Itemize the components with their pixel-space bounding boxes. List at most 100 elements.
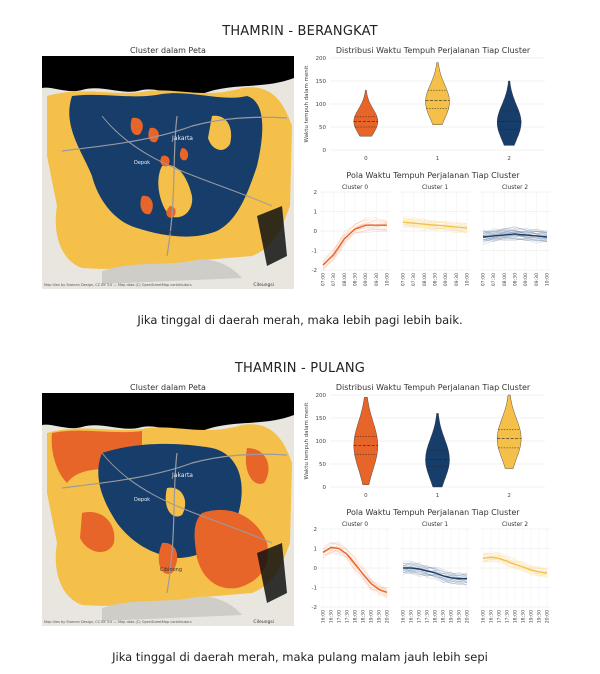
x-tick-label: 07:00 [321,273,327,286]
trace-line [402,225,468,232]
x-tick-label: 09:00 [363,273,369,286]
facet-title: Cluster 1 [422,522,448,528]
x-tick-label: 17:30 [345,610,351,623]
trace-line [402,571,468,585]
x-tick-label: 2 [507,493,511,499]
cluster-map[interactable]: Jakarta Depok Cibinong Cileungsi Map til… [42,393,294,626]
y-tick-label: 2 [314,527,318,533]
trace-line [482,230,548,236]
x-tick-label: 18:00 [513,610,519,623]
trace-line [482,234,548,239]
map-label-depok: Depok [134,497,150,503]
map-label-bogor: Cibinong [160,567,182,573]
map-region [208,115,232,150]
x-tick-label: 19:00 [369,610,375,623]
road [101,115,273,207]
facet-title: Cluster 2 [502,522,528,528]
pattern-title: Pola Waktu Tempuh Perjalanan Tiap Cluste… [346,508,520,517]
x-tick-label: 10:00 [545,273,551,286]
y-tick-label: 100 [316,102,327,108]
x-tick-label: 09:00 [443,273,449,286]
map-label-cileungsi: Cileungsi [253,619,274,625]
trace-line [402,217,468,226]
x-tick-label: 09:30 [534,273,540,286]
y-tick-label: -2 [312,268,317,274]
cluster-map[interactable]: Jakarta Depok Cibinong Cileungsi Map til… [42,56,294,289]
map-region [102,259,242,284]
trace-line [402,219,468,226]
x-tick-label: 17:00 [417,610,423,623]
x-tick-label: 07:30 [331,273,337,286]
y-axis-label: Waktu tempuh dalam menit [304,402,310,480]
trace-line [482,229,548,235]
trace-line [322,217,388,263]
road [61,116,288,152]
trace-line [402,570,468,587]
trace-line [482,226,548,233]
sea-area [42,56,294,97]
trace-line [322,226,388,269]
map-region [179,148,189,161]
map-region [257,206,287,266]
x-tick-label: 2 [507,156,511,162]
y-tick-label: 1 [314,547,318,553]
trace-line [482,560,548,577]
map-region [148,127,159,143]
y-tick-label: 0 [323,485,327,491]
trace-line [322,553,388,598]
x-tick-label: 18:30 [361,610,367,623]
x-tick-label: 08:30 [433,273,439,286]
road [166,452,178,594]
trace-line [482,554,548,572]
map-label-city: Jakarta [171,472,193,479]
trace-line [482,237,548,245]
trace-line [322,220,388,265]
x-tick-label: 0 [364,156,368,162]
trace-line [482,558,548,577]
map-region [80,512,115,553]
trace-line [482,553,548,572]
pattern-chart: Cluster 0 07:00 07:30 08:00 08:30 09:00 09:30 1… [312,185,551,286]
map-region [194,509,268,589]
trace-line [322,230,388,271]
x-tick-label: 19:30 [537,610,543,623]
trace-line [402,565,468,577]
x-tick-label: 10:00 [465,273,471,286]
x-tick-label: 08:00 [342,273,348,286]
trace-line [403,563,468,577]
map-label-cileungsi: Cileungsi [253,282,274,288]
x-tick-label: 08:30 [513,273,519,286]
y-axis-label: Waktu tempuh dalam menit [304,65,310,143]
violin-0 [353,90,378,137]
trace-line [402,221,468,230]
x-tick-label: 17:30 [425,610,431,623]
x-tick-label: 18:00 [433,610,439,623]
x-tick-label: 08:00 [422,273,428,286]
panel-title: THAMRIN - BERANGKAT [222,24,378,39]
x-tick-label: 20:00 [465,610,471,623]
trace-line [402,217,468,225]
map-region [130,117,143,136]
trace-line [482,230,548,237]
x-tick-label: 17:30 [505,610,511,623]
mean-line [322,224,387,266]
trace-line [322,219,388,260]
trace-line [402,569,468,585]
trace-line [402,223,468,234]
map-region [51,430,142,483]
trace-line [482,237,548,243]
trace-line [402,223,468,232]
y-tick-label: 0 [314,566,318,572]
trace-line [402,562,468,577]
trace-line [482,228,548,234]
map-label-city: Jakarta [171,135,193,142]
x-tick-label: 19:30 [377,610,383,623]
trace-line [482,559,548,579]
trace-line [402,221,468,229]
x-tick-label: 16:00 [481,610,487,623]
trace-line [403,560,468,577]
trace-line [402,565,468,579]
trace-line [482,552,548,572]
map-region [245,448,269,484]
x-tick-label: 19:30 [457,610,463,623]
